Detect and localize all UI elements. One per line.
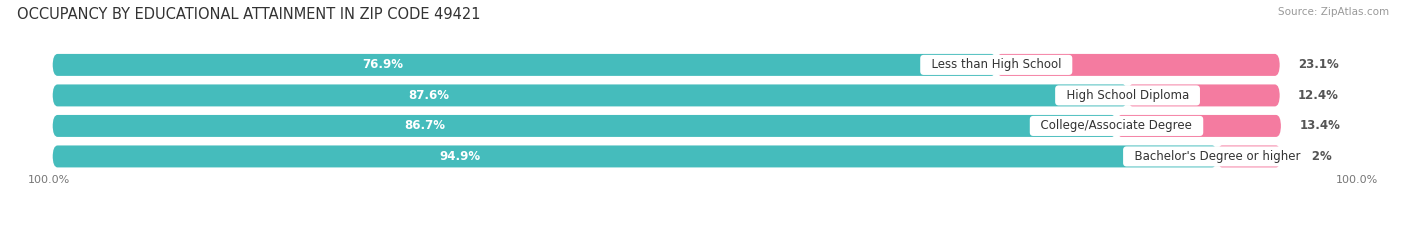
Text: 13.4%: 13.4% <box>1299 120 1340 132</box>
Text: 100.0%: 100.0% <box>28 175 70 185</box>
FancyBboxPatch shape <box>52 115 1279 137</box>
FancyBboxPatch shape <box>1218 145 1281 168</box>
FancyBboxPatch shape <box>1128 84 1279 106</box>
FancyBboxPatch shape <box>52 115 1116 137</box>
FancyBboxPatch shape <box>52 54 997 76</box>
Text: 23.1%: 23.1% <box>1298 58 1339 71</box>
Text: Source: ZipAtlas.com: Source: ZipAtlas.com <box>1278 7 1389 17</box>
Text: College/Associate Degree: College/Associate Degree <box>1033 120 1199 132</box>
FancyBboxPatch shape <box>52 145 1218 168</box>
FancyBboxPatch shape <box>52 54 1279 76</box>
Text: 87.6%: 87.6% <box>408 89 450 102</box>
Text: 86.7%: 86.7% <box>405 120 446 132</box>
FancyBboxPatch shape <box>52 145 1279 168</box>
Text: High School Diploma: High School Diploma <box>1059 89 1197 102</box>
Text: 100.0%: 100.0% <box>1336 175 1378 185</box>
Text: Less than High School: Less than High School <box>924 58 1069 71</box>
Text: 94.9%: 94.9% <box>440 150 481 163</box>
Text: 5.2%: 5.2% <box>1299 150 1331 163</box>
Text: Bachelor's Degree or higher: Bachelor's Degree or higher <box>1126 150 1308 163</box>
Text: 76.9%: 76.9% <box>363 58 404 71</box>
FancyBboxPatch shape <box>52 84 1279 106</box>
Text: 12.4%: 12.4% <box>1298 89 1339 102</box>
FancyBboxPatch shape <box>997 54 1279 76</box>
Text: OCCUPANCY BY EDUCATIONAL ATTAINMENT IN ZIP CODE 49421: OCCUPANCY BY EDUCATIONAL ATTAINMENT IN Z… <box>17 7 481 22</box>
FancyBboxPatch shape <box>52 84 1128 106</box>
FancyBboxPatch shape <box>1116 115 1281 137</box>
